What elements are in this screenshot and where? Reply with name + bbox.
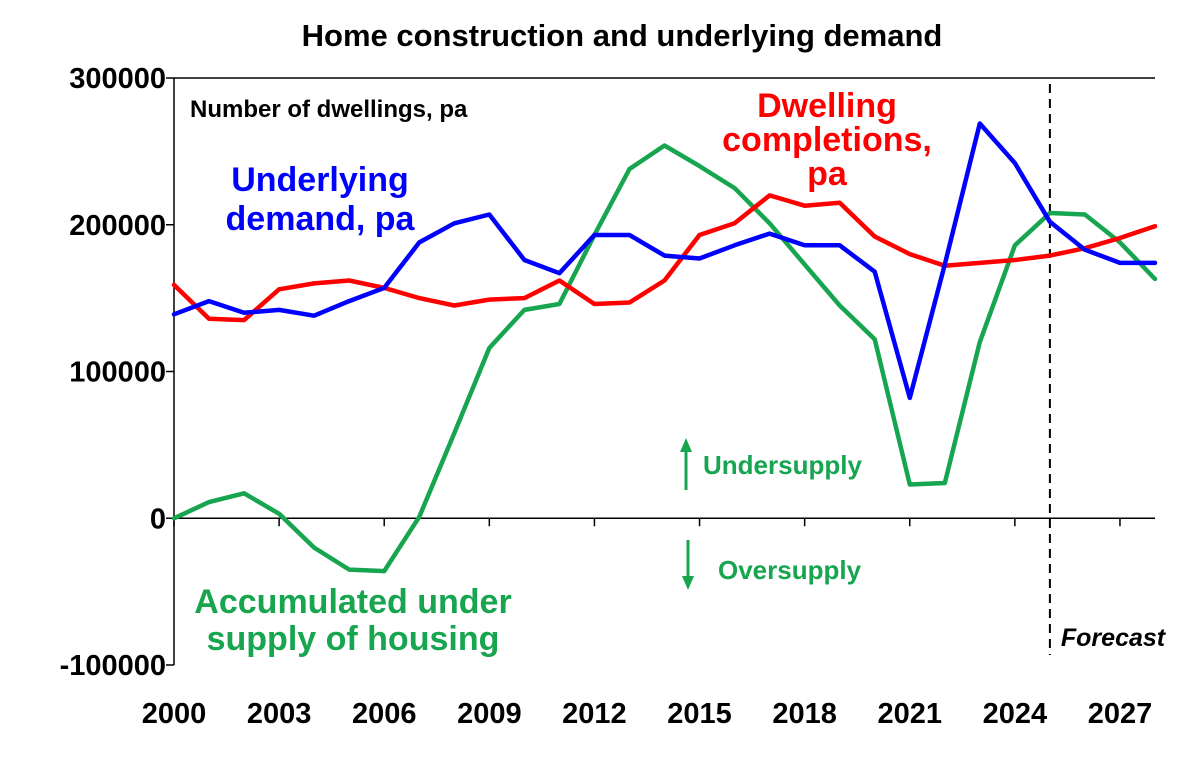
chart-title: Home construction and underlying demand [302, 18, 943, 53]
y-axis-label: Number of dwellings, pa [190, 96, 468, 123]
x-tick-label: 2012 [562, 698, 627, 730]
x-tick-label: 2021 [877, 698, 942, 730]
x-tick-label: 2000 [142, 698, 207, 730]
x-tick-label: 2015 [667, 698, 732, 730]
y-tick-label: 100000 [69, 357, 166, 389]
undersupply-label: Undersupply [703, 450, 862, 480]
demand-series-label: Underlying demand, pa [226, 161, 416, 238]
oversupply-arrow-head [682, 576, 694, 590]
y-tick-label: -100000 [60, 650, 166, 682]
completions-series-label: Dwelling completions, pa [722, 87, 932, 193]
accumulated-undersupply-line [171, 143, 1158, 574]
dwelling-completions-line [171, 193, 1158, 323]
forecast-label: Forecast [1061, 624, 1167, 652]
axes: -100000 0 100000 200000 300000 2000 2003 2006 20… [60, 63, 1155, 730]
x-tick-label: 2003 [247, 698, 312, 730]
oversupply-label: Oversupply [718, 555, 862, 585]
underlying-demand-line [171, 121, 1158, 401]
y-tick-label: 300000 [69, 63, 166, 95]
x-tick-label: 2006 [352, 698, 417, 730]
annotations: Number of dwellings, pa Forecast Underlyin… [190, 87, 1167, 658]
x-tick-label: 2009 [457, 698, 522, 730]
y-tick-label: 200000 [69, 210, 166, 242]
x-tick-label: 2018 [772, 698, 837, 730]
accumulated-series-label: Accumulated under supply of housing [194, 583, 511, 658]
y-tick-label: 0 [150, 503, 166, 535]
undersupply-arrow-head [680, 438, 692, 452]
x-tick-label: 2024 [983, 698, 1048, 730]
series-lines [171, 121, 1158, 574]
x-tick-label: 2027 [1088, 698, 1153, 730]
